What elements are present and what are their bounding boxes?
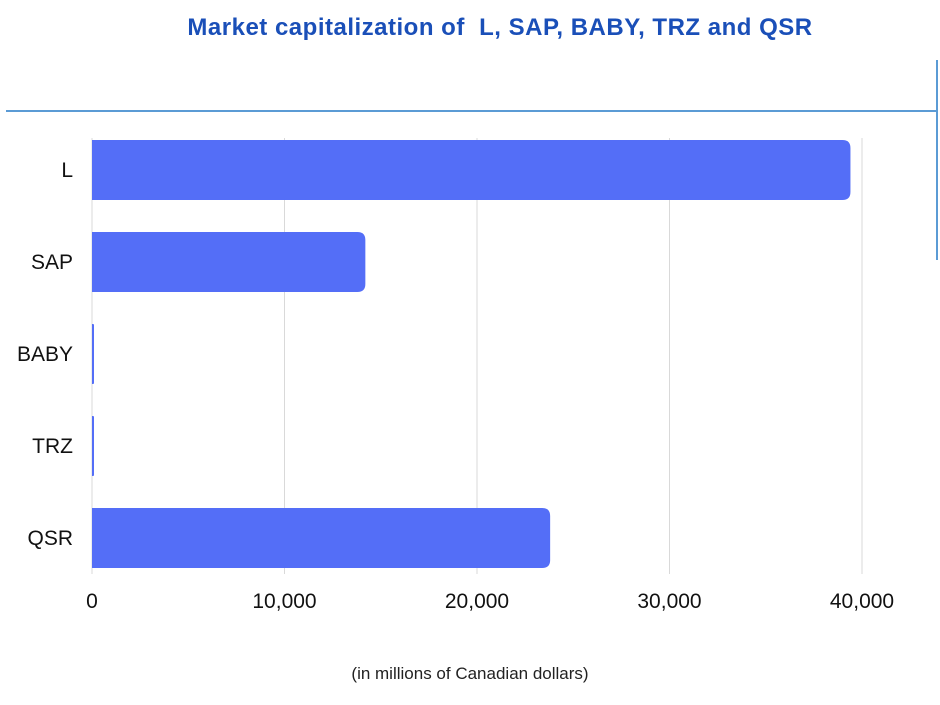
bar-qsr [92,508,551,568]
x-tick-label: 0 [86,590,98,613]
frame-edge [936,60,938,260]
chart-title: Market capitalization of L, SAP, BABY, T… [187,14,813,41]
x-tick-label: 10,000 [252,590,316,613]
y-tick-label: SAP [31,251,73,274]
x-axis-label: (in millions of Canadian dollars) [351,664,589,683]
title-divider [6,110,936,112]
bar-baby [92,324,94,384]
y-tick-label: QSR [27,527,73,550]
bar-trz [92,416,94,476]
y-tick-label: BABY [17,343,73,366]
x-tick-label: 30,000 [637,590,701,613]
y-tick-label: TRZ [32,435,73,458]
y-tick-label: L [61,159,73,182]
bar-sap [92,232,366,292]
x-tick-label: 20,000 [445,590,509,613]
x-tick-label: 40,000 [830,590,894,613]
bar-l [92,140,851,200]
